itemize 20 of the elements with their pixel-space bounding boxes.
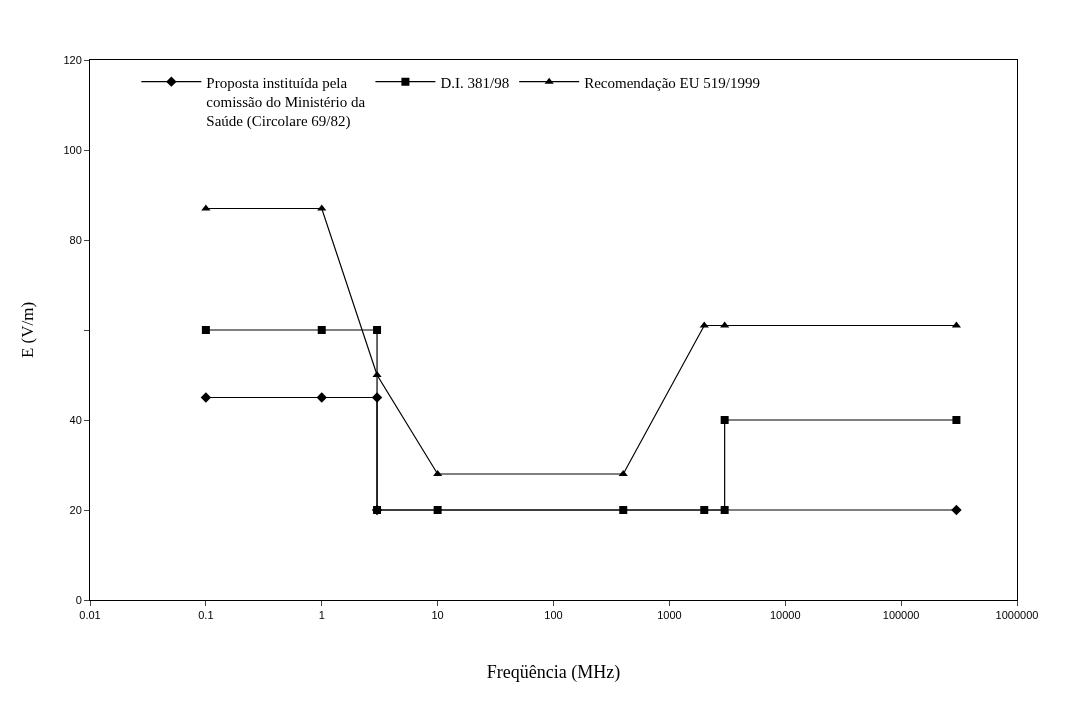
legend-label: Recomendação EU 519/1999	[584, 74, 760, 91]
y-tick-label: 20	[69, 503, 82, 516]
x-tick-label: 100	[544, 609, 563, 622]
y-tick-label: 100	[63, 143, 82, 156]
x-tick-label: 100000	[882, 609, 920, 622]
y-tick-label: 40	[69, 413, 82, 426]
legend-label: D.I. 381/98	[440, 74, 510, 91]
y-axis-title: E (V/m)	[17, 301, 37, 359]
x-axis-title: Freqüência (MHz)	[486, 662, 621, 684]
x-tick-label: 0.01	[79, 609, 101, 622]
x-tick-label: 1	[318, 609, 325, 622]
x-tick-label: 10000	[769, 609, 801, 622]
x-tick-label: 1000000	[995, 609, 1039, 622]
y-tick-label: 80	[69, 233, 82, 246]
x-tick-label: 10	[431, 609, 444, 622]
y-tick-label: 120	[63, 53, 82, 66]
legend-label: Proposta instituída pela comissão do Ministério da Saúde (Circolare 69/82)	[206, 74, 366, 131]
y-tick-label: 0	[75, 593, 82, 606]
x-tick-label: 1000	[657, 609, 682, 622]
x-tick-label: 0.1	[198, 609, 214, 622]
